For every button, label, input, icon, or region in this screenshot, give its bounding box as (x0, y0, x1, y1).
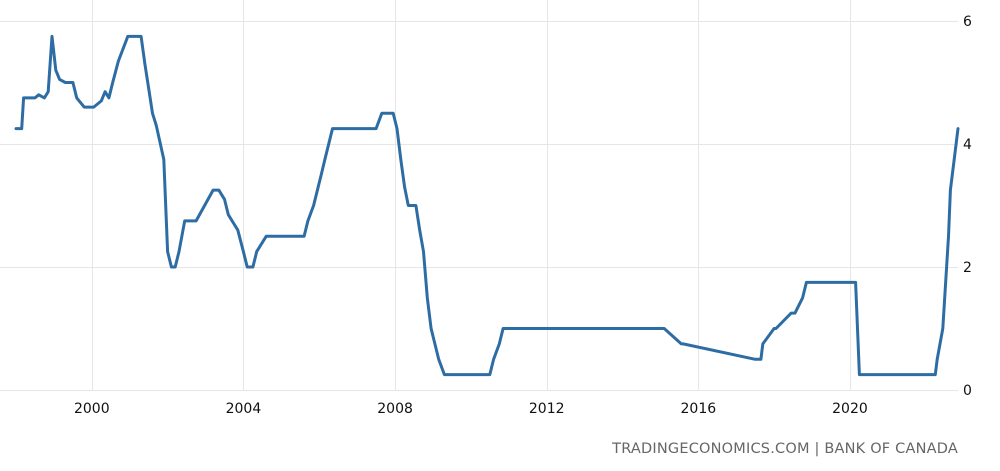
x-tick-label: 2012 (529, 401, 565, 417)
x-tick-label: 2020 (832, 401, 868, 417)
y-tick-label: 4 (963, 137, 972, 153)
y-tick-label: 2 (963, 260, 972, 276)
x-tick-label: 2016 (681, 401, 717, 417)
series-line (14, 34, 960, 377)
x-tick-label: 2008 (377, 401, 413, 417)
tick-labels: 0 2 4 6 2000 2004 2008 2012 2016 2020 (74, 14, 972, 417)
x-tick-label: 2004 (226, 401, 262, 417)
x-tick-label: 2000 (74, 401, 110, 417)
series-layer (14, 34, 960, 377)
y-tick-label: 0 (963, 383, 972, 399)
y-tick-label: 6 (963, 14, 972, 30)
source-label[interactable]: TRADINGECONOMICS.COM | BANK OF CANADA (612, 441, 958, 457)
